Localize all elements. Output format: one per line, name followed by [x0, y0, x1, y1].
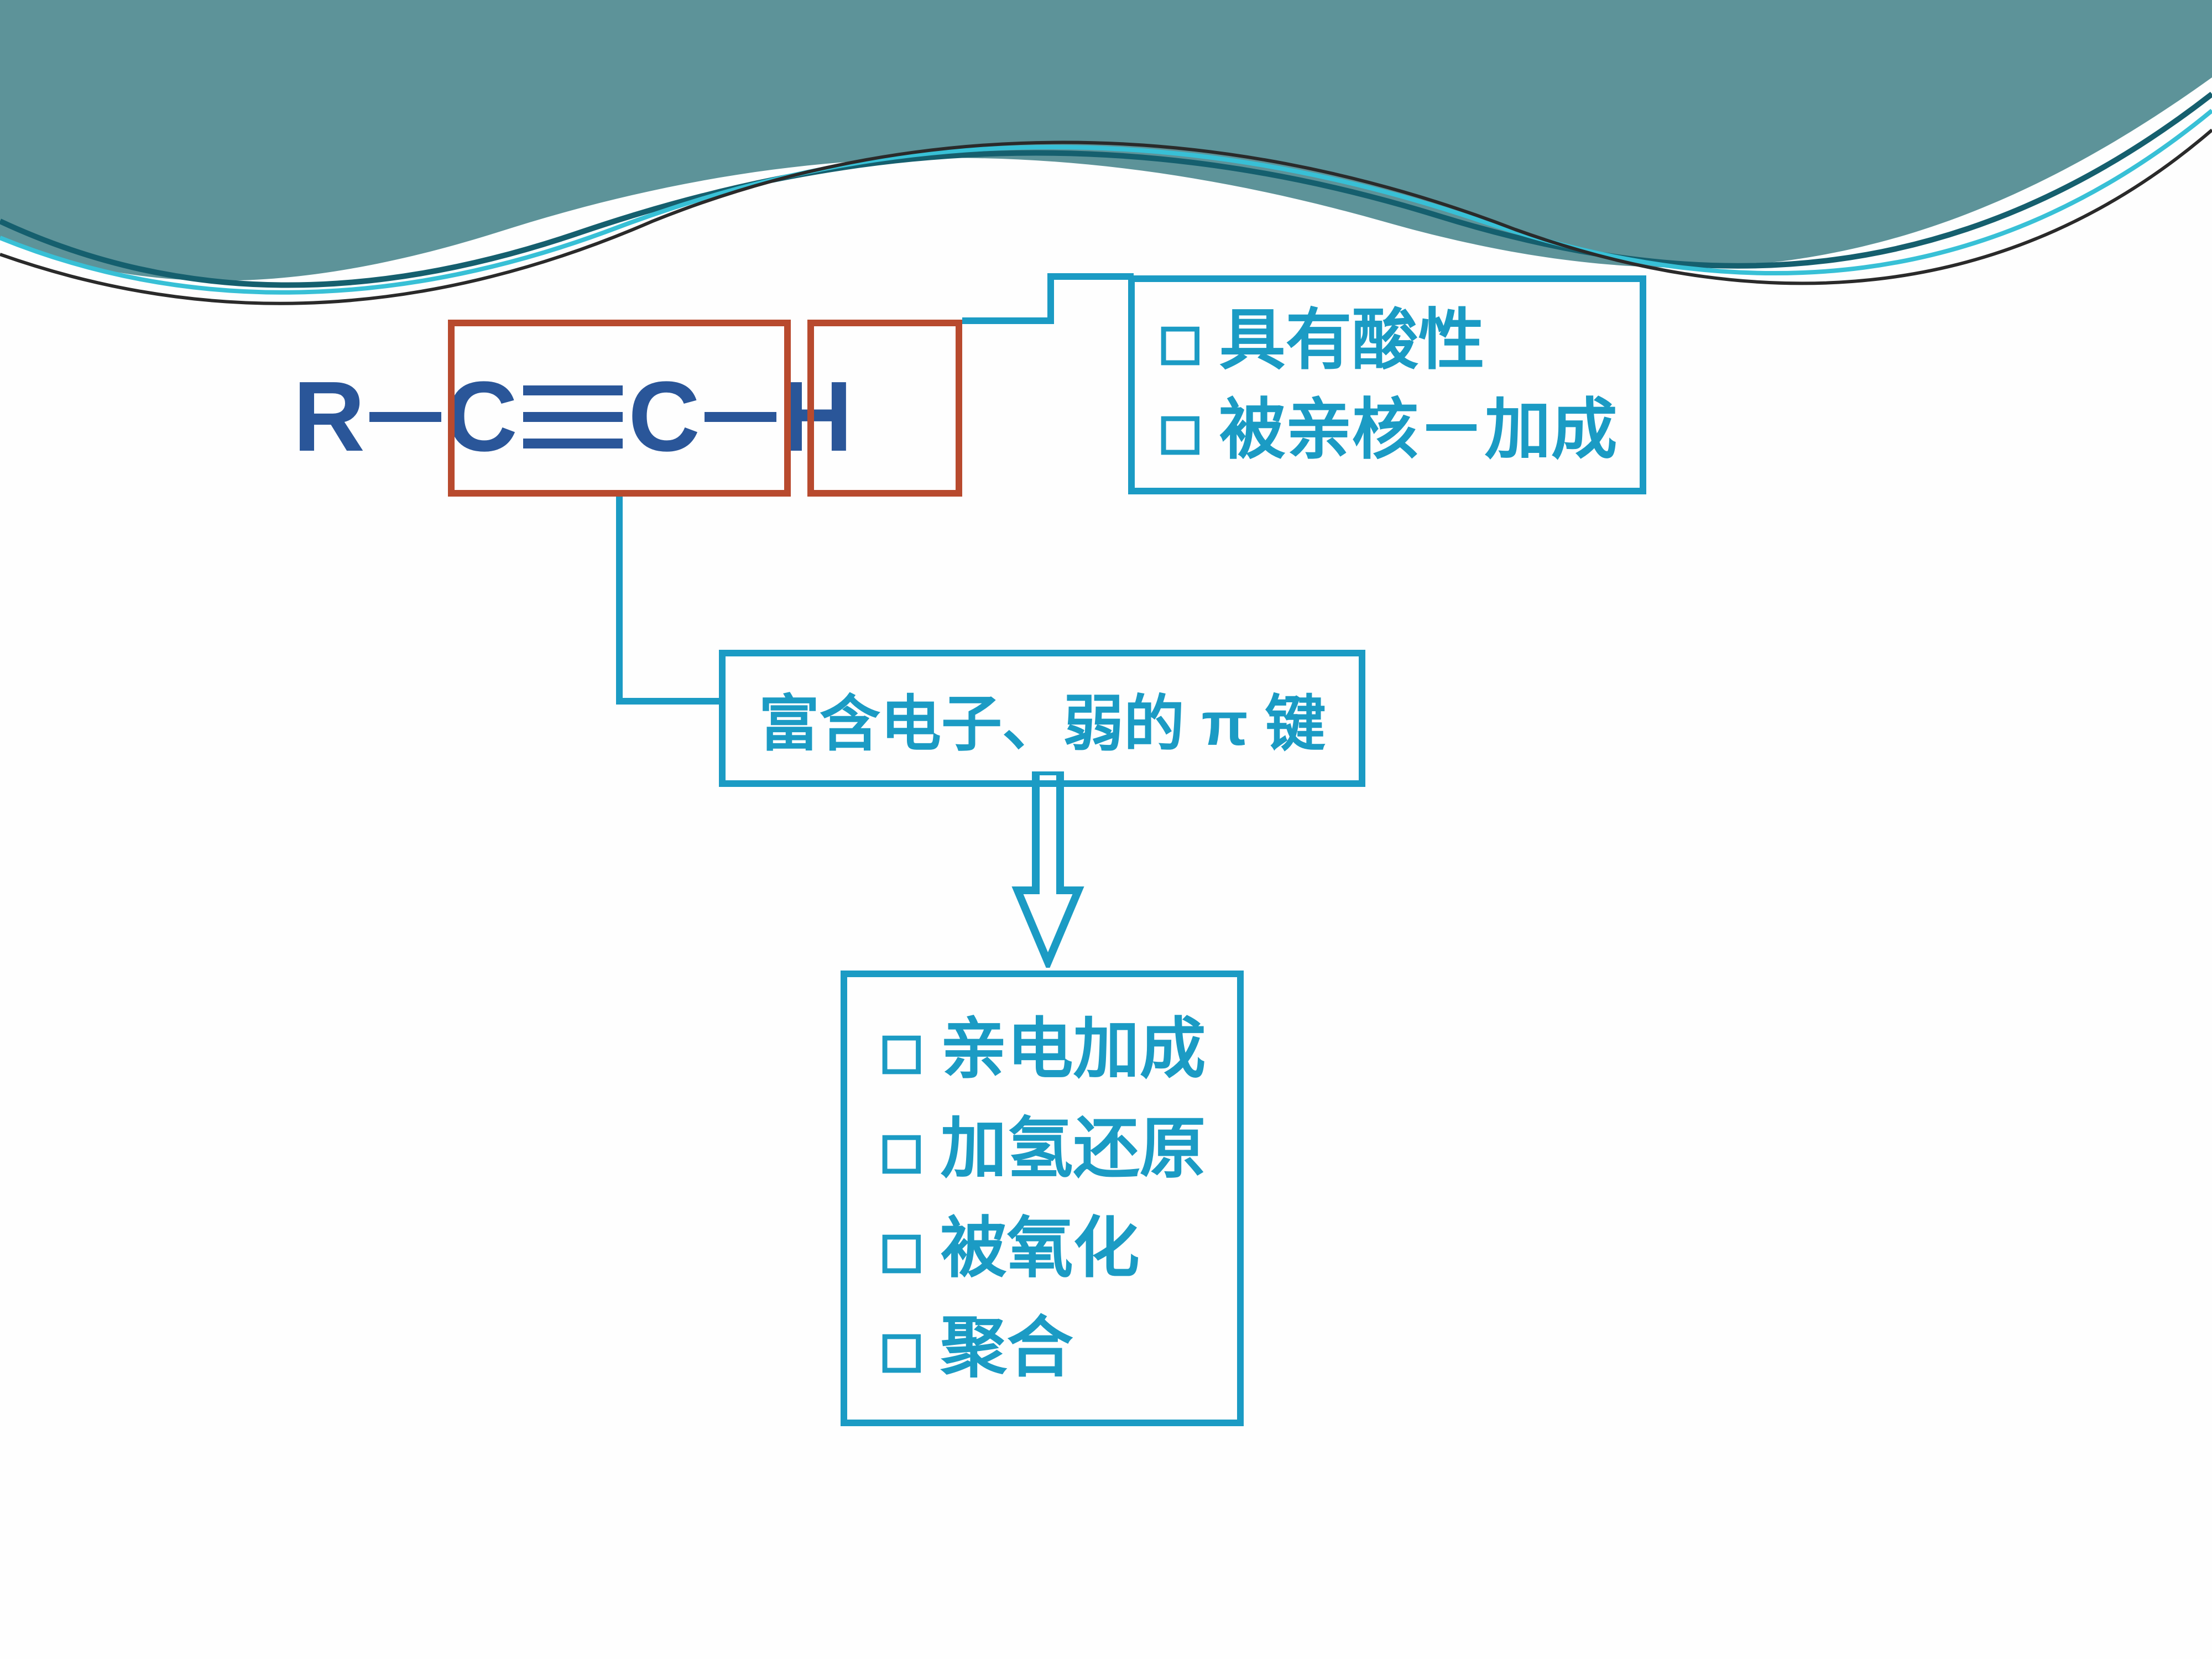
down-arrow [1006, 771, 1089, 968]
reaction-2: 加氢还原 [878, 1099, 1206, 1198]
reactions-box: 亲电加成 加氢还原 被氧化 聚合 [841, 971, 1244, 1426]
slide-content: R C C H 具有酸性 被亲核－加成 富含电子、弱的 π 键 亲电加成 加氢还… [0, 0, 2212, 1659]
pi-bond-label-text: 富含电子、弱的 π 键 [759, 690, 1326, 758]
formula-r: R [293, 359, 365, 474]
pi-bond-label: 富含电子、弱的 π 键 [719, 650, 1365, 787]
connector-cc-to-label [603, 497, 730, 712]
reaction-1: 亲电加成 [878, 999, 1206, 1099]
cc-highlight-box [448, 320, 791, 497]
h-prop-1: 具有酸性 [1157, 295, 1618, 385]
h-highlight-box [807, 320, 962, 497]
h-prop-2: 被亲核－加成 [1157, 385, 1618, 474]
single-bond-1 [369, 412, 441, 422]
reaction-4: 聚合 [878, 1298, 1206, 1397]
connector-h-to-callout [962, 265, 1139, 332]
h-properties-box: 具有酸性 被亲核－加成 [1128, 275, 1646, 494]
reaction-3: 被氧化 [878, 1198, 1206, 1298]
